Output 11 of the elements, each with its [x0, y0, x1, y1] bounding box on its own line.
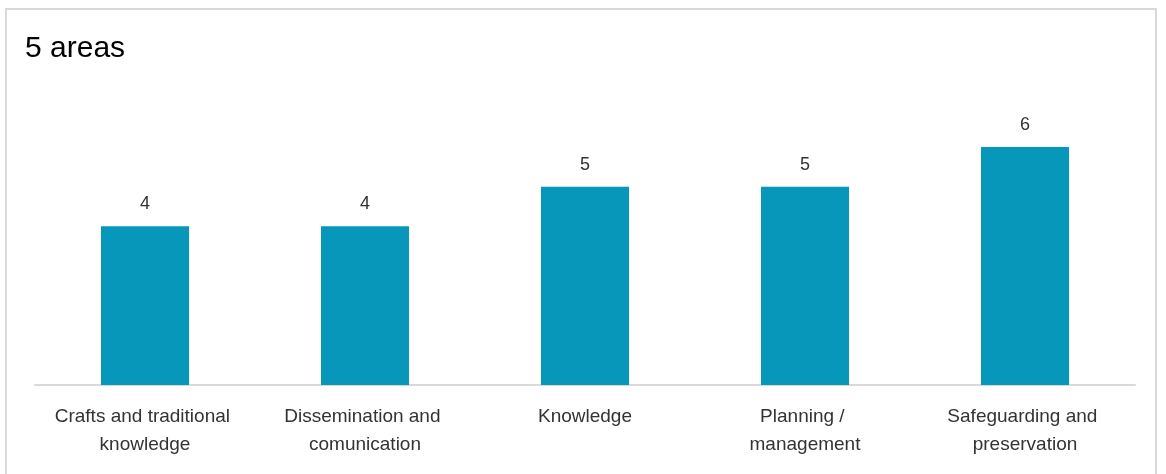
data-label: 4	[359, 193, 371, 214]
x-tick-label: Crafts and traditional knowledge	[54, 404, 236, 454]
data-label: 4	[139, 193, 151, 214]
x-tick-label: Knowledge	[537, 404, 633, 426]
chart-title: 5 areas	[25, 29, 126, 63]
x-tick-label: Dissemination and comunication	[284, 404, 446, 454]
x-tick-label: Safeguarding and preservation	[947, 404, 1103, 454]
data-label: 6	[1019, 114, 1031, 134]
data-label: 5	[579, 153, 591, 174]
data-label: 5	[799, 153, 811, 174]
x-tick-label: Planning / management	[749, 404, 862, 454]
